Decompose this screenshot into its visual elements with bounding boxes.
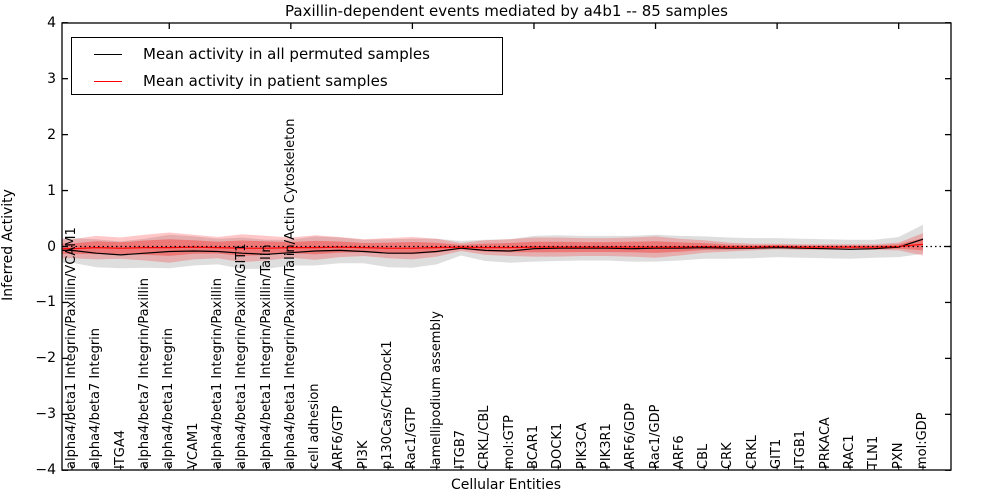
y-tick-label: −1 <box>35 294 56 311</box>
y-tick-label: −2 <box>35 350 56 367</box>
x-tick-label: PRKACA <box>817 417 833 469</box>
x-tick-label: lamellipodium assembly <box>428 311 444 469</box>
x-tick-label: alpha4/beta1 Integrin/Paxillin/VCAM1 <box>64 227 79 469</box>
x-tick-label: CRK <box>720 442 736 469</box>
x-tick-label: CRKL <box>744 435 760 469</box>
x-tick-label: PXN <box>890 442 906 469</box>
x-tick-label: alpha4/beta1 Integrin/Paxillin <box>209 277 225 469</box>
x-tick-label: DOCK1 <box>550 422 566 469</box>
legend-entry-permuted: Mean activity in all permuted samples <box>72 41 430 67</box>
x-tick-label: TLN1 <box>866 435 882 469</box>
x-tick-label: PIK3CA <box>574 422 590 469</box>
legend: Mean activity in all permuted samples Me… <box>71 37 503 95</box>
x-tick-label: ITGA4 <box>112 429 128 469</box>
y-tick-label: 2 <box>47 126 56 143</box>
x-tick-label: p130Cas/Crk/Dock1 <box>380 340 396 469</box>
x-tick-label: Rac1/GTP <box>404 407 420 469</box>
patient-band-inner <box>62 238 923 256</box>
x-tick-label: ARF6/GDP <box>623 403 639 469</box>
x-tick-label: ITGB1 <box>793 429 809 469</box>
x-tick-label: CBL <box>696 443 712 469</box>
x-tick-label: alpha4/beta7 Integrin <box>88 327 104 469</box>
x-tick-label: PI3K <box>355 440 371 469</box>
y-tick-label: 3 <box>47 70 56 87</box>
x-tick-label: ITGB7 <box>453 429 469 469</box>
x-tick-label: mol:GDP <box>914 412 930 469</box>
x-tick-label: VCAM1 <box>185 422 201 469</box>
x-tick-label: alpha4/beta1 Integrin/Paxillin/GIT1 <box>234 243 250 469</box>
y-tick-label: −4 <box>35 462 56 479</box>
x-tick-label: BCAR1 <box>525 425 541 469</box>
permuted-mean-line <box>62 238 924 256</box>
x-axis-title: Cellular Entities <box>450 477 562 493</box>
patient-line-sample-icon <box>94 80 122 82</box>
permuted-band <box>62 224 923 269</box>
x-tick-label: alpha4/beta1 Integrin <box>161 327 177 469</box>
x-tick-label: alpha4/beta1 Integrin/Paxillin/Talin/Act… <box>282 118 298 469</box>
x-tick-label: cell adhesion <box>307 383 323 469</box>
legend-label-patient: Mean activity in patient samples <box>143 72 388 90</box>
x-tick-label: ARF6 <box>671 435 687 469</box>
permuted-line-sample-icon <box>94 53 122 55</box>
x-tick-label: GIT1 <box>769 438 785 469</box>
x-tick-label: CRKL/CBL <box>477 405 493 470</box>
y-tick-label: 1 <box>47 182 56 199</box>
x-tick-label: PIK3R1 <box>598 423 614 469</box>
y-axis-title: Inferred Activity <box>0 189 16 301</box>
x-tick-label: mol:GTP <box>501 415 517 469</box>
y-tick-label: 4 <box>47 14 56 31</box>
y-tick-label: −3 <box>35 406 56 423</box>
chart-title: Paxillin-dependent events mediated by a4… <box>285 2 728 20</box>
y-tick-label: 0 <box>47 238 56 255</box>
x-tick-label: RAC1 <box>842 434 858 469</box>
patient-mean-line <box>62 243 924 250</box>
x-tick-label: ARF6/GTP <box>331 405 347 469</box>
x-tick-label: alpha4/beta7 Integrin/Paxillin <box>136 277 152 469</box>
legend-entry-patient: Mean activity in patient samples <box>72 68 388 94</box>
x-tick-label: Rac1/GDP <box>647 404 663 469</box>
legend-label-permuted: Mean activity in all permuted samples <box>143 45 430 63</box>
x-tick-label: alpha4/beta1 Integrin/Paxillin/Talin <box>258 244 274 469</box>
